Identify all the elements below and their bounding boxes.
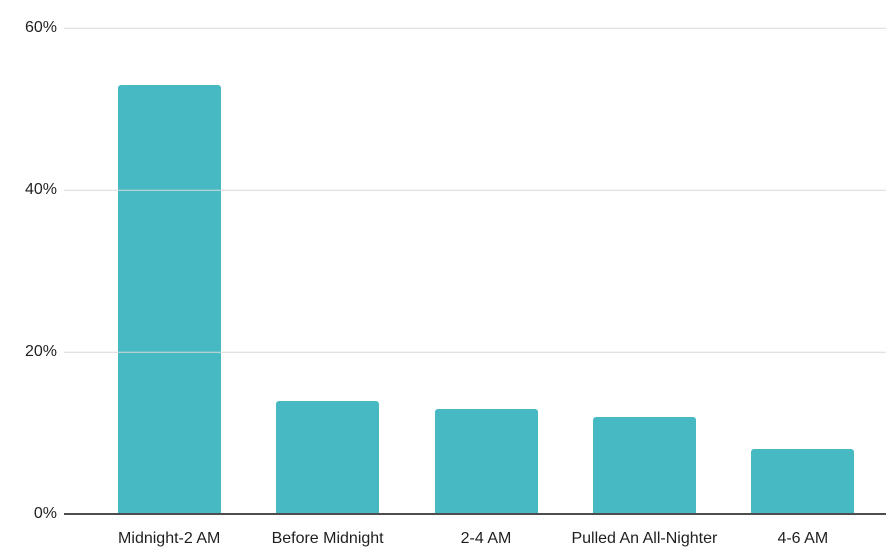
- x-tick-label: 4-6 AM: [777, 530, 829, 547]
- bar-pulled-an-all-nighter: [592, 416, 696, 514]
- y-tick-label: 20%: [24, 343, 57, 360]
- y-tick-label: 40%: [24, 181, 57, 198]
- x-axis-labels: Midnight-2 AM Before Midnight 2-4 AM Pulled…: [90, 529, 882, 553]
- bar-slot: [90, 28, 248, 514]
- bar-2-4-am: [434, 408, 538, 514]
- bars-container: [90, 28, 882, 514]
- bar-4-6-am: [751, 449, 855, 514]
- plot-area: [64, 27, 886, 515]
- bar-midnight-2-am: [117, 84, 221, 514]
- x-tick-label: Midnight-2 AM: [118, 530, 221, 547]
- bar-slot: [248, 28, 406, 514]
- bar-slot: [407, 28, 565, 514]
- gridline-60pct: [64, 27, 886, 29]
- y-tick-label: 0%: [33, 505, 57, 522]
- gridline-40pct: [64, 189, 886, 191]
- x-tick-label: Pulled An All-Nighter: [571, 530, 718, 547]
- bar-slot: [565, 28, 723, 514]
- gridline-20pct: [64, 351, 886, 353]
- x-axis-line: [64, 513, 886, 515]
- y-tick-label: 60%: [24, 19, 57, 36]
- bar-before-midnight: [276, 400, 380, 514]
- bar-slot: [724, 28, 882, 514]
- x-tick-label: Before Midnight: [271, 530, 384, 547]
- x-tick-label: 2-4 AM: [460, 530, 512, 547]
